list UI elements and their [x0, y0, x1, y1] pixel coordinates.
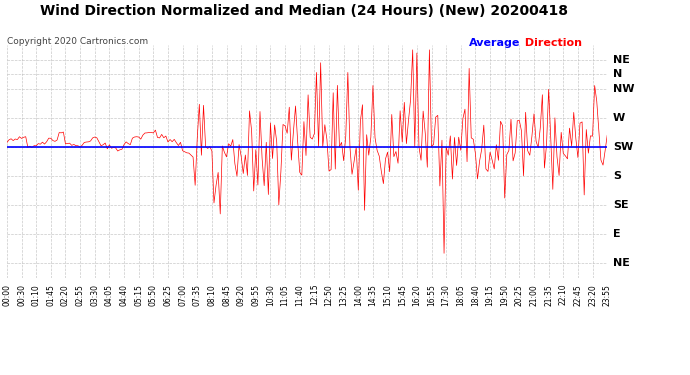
Text: E: E [613, 229, 620, 239]
Text: Average: Average [469, 38, 520, 48]
Text: NE: NE [613, 54, 630, 64]
Text: NW: NW [613, 84, 634, 94]
Text: SW: SW [613, 142, 633, 152]
Text: S: S [613, 171, 621, 181]
Text: Direction: Direction [521, 38, 582, 48]
Text: Copyright 2020 Cartronics.com: Copyright 2020 Cartronics.com [7, 38, 148, 46]
Text: NE: NE [613, 258, 630, 268]
Text: Wind Direction Normalized and Median (24 Hours) (New) 20200418: Wind Direction Normalized and Median (24… [39, 4, 568, 18]
Text: SE: SE [613, 200, 629, 210]
Text: N: N [613, 69, 622, 79]
Text: W: W [613, 112, 625, 123]
